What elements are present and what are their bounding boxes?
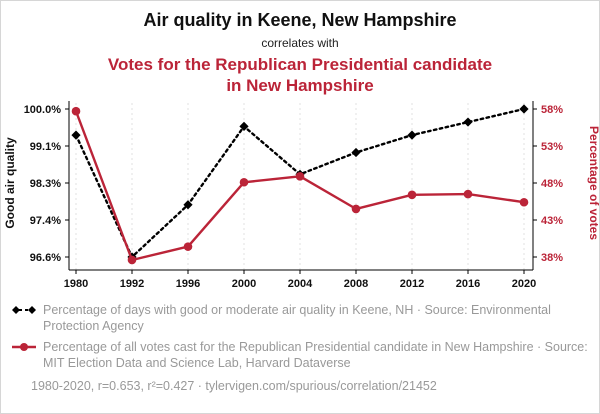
x-tick-label: 2000 <box>232 278 256 290</box>
right-tick-label: 53% <box>541 141 563 153</box>
air-quality-point <box>239 121 249 131</box>
republican-votes-point <box>239 177 249 187</box>
x-tick-label: 1992 <box>120 278 144 290</box>
x-tick-label: 1996 <box>176 278 200 290</box>
left-tick-label: 100.0% <box>24 104 62 116</box>
legend-text-republican-votes: Percentage of all votes cast for the Rep… <box>43 339 588 370</box>
air-quality-point <box>463 116 473 127</box>
legend: Percentage of days with good or moderate… <box>1 302 599 371</box>
x-tick-label: 2020 <box>512 278 536 290</box>
left-tick-label: 97.4% <box>30 215 61 227</box>
correlates-with-label: correlates with <box>261 36 339 50</box>
right-axis-title: Percentage of votes <box>587 125 600 239</box>
legend-item-republican-votes: Percentage of all votes cast for the Rep… <box>9 339 589 371</box>
x-tick-label: 2016 <box>456 278 480 290</box>
header: Air quality in Keene, New Hampshire corr… <box>1 1 599 97</box>
air-quality-point <box>71 130 81 140</box>
x-tick-label: 1980 <box>64 278 88 290</box>
republican-votes-point <box>351 204 361 213</box>
left-tick-label: 98.3% <box>30 178 61 190</box>
republican-votes-point <box>183 241 193 251</box>
votes-line-swatch-icon <box>12 342 36 351</box>
right-tick-label: 38% <box>541 252 563 264</box>
republican-votes-point <box>295 171 305 181</box>
x-tick-label: 2008 <box>344 278 368 290</box>
x-tick-label: 2004 <box>288 278 313 290</box>
air-quality-point <box>183 199 193 209</box>
right-tick-label: 48% <box>541 178 563 190</box>
left-axis-title: Good air quality <box>3 137 17 229</box>
correlation-chart: 100.0% 99.1% 98.3% 97.4% 96.6% 58% 53% 48% 43% 38… <box>3 100 600 290</box>
air-quality-line-swatch-icon <box>12 305 36 314</box>
right-tick-label: 43% <box>541 215 563 227</box>
x-tick-label: 2012 <box>400 278 424 290</box>
legend-text-air-quality: Percentage of days with good or moderate… <box>43 302 551 333</box>
air-quality-point <box>407 130 417 140</box>
republican-votes-point <box>127 255 137 264</box>
republican-votes-point <box>71 106 81 116</box>
legend-item-air-quality: Percentage of days with good or moderate… <box>9 302 589 334</box>
republican-votes-point <box>407 190 417 199</box>
chart-area: 100.0% 99.1% 98.3% 97.4% 96.6% 58% 53% 48% 43% 38… <box>1 97 599 298</box>
left-tick-label: 99.1% <box>30 141 61 153</box>
chart-title-secondary: Votes for the Republican Presidential ca… <box>107 55 493 96</box>
left-tick-label: 96.6% <box>30 252 61 264</box>
air-quality-point <box>519 103 529 114</box>
right-tick-label: 58% <box>541 104 563 116</box>
chart-title-primary: Air quality in Keene, New Hampshire <box>143 10 457 30</box>
footer-citation: 1980-2020, r=0.653, r²=0.427 · tylervige… <box>31 378 437 393</box>
republican-votes-point <box>463 189 473 198</box>
republican-votes-point <box>519 197 529 207</box>
air-quality-point <box>351 147 361 157</box>
